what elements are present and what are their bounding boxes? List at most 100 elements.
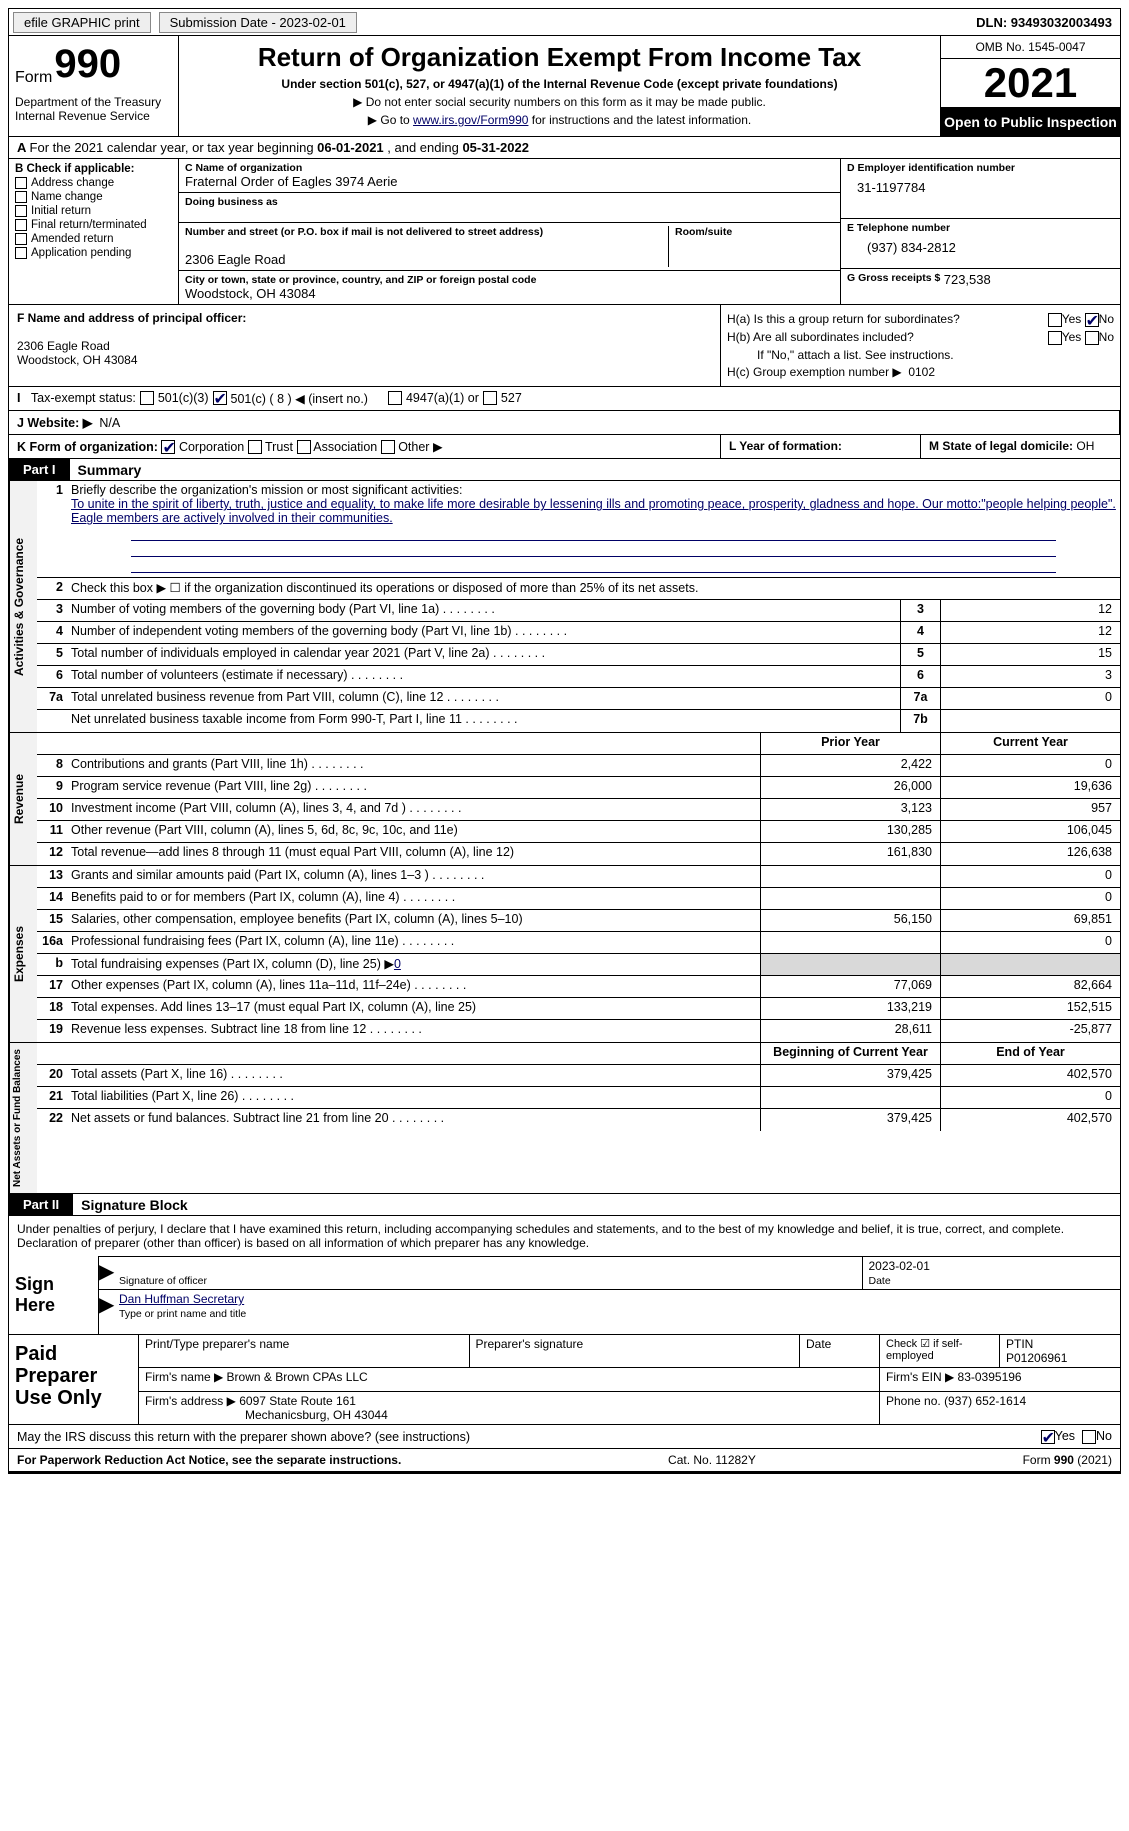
col-d: D Employer identification number 31-1197… [840,159,1120,304]
checkbox-amended[interactable]: Amended return [15,233,172,245]
form-word: Form [15,69,52,87]
col-c: C Name of organization Fraternal Order o… [179,159,840,304]
header-center: Return of Organization Exempt From Incom… [179,36,940,136]
e15c: 69,851 [940,910,1120,931]
checkbox-initial-return[interactable]: Initial return [15,205,172,217]
i-527-checkbox[interactable] [483,391,497,405]
i-501c-checkbox[interactable] [213,391,227,405]
signature-block: Under penalties of perjury, I declare th… [8,1216,1121,1335]
hb-yes-checkbox[interactable] [1048,331,1062,345]
l12: Total revenue—add lines 8 through 11 (mu… [67,843,760,865]
col-h: H(a) Is this a group return for subordin… [720,305,1120,386]
cb-label: Address change [31,177,114,189]
ha-yes-checkbox[interactable] [1048,313,1062,327]
header-right: OMB No. 1545-0047 2021 Open to Public In… [940,36,1120,136]
officer-name: Dan Huffman Secretary [119,1292,244,1306]
j-lab: J Website: ▶ [17,416,92,430]
form-title: Return of Organization Exempt From Incom… [189,42,930,73]
pdate-lab: Date [806,1337,831,1351]
col-b: B Check if applicable: Address change Na… [9,159,179,304]
v7a: 0 [940,688,1120,709]
checkbox-pending[interactable]: Application pending [15,247,172,259]
blank-line [131,527,1056,541]
k-assoc-checkbox[interactable] [297,440,311,454]
n22p: 379,425 [760,1109,940,1131]
part1-header: Part I Summary [8,459,1121,481]
v3: 12 [940,600,1120,621]
arrow-icon: ▶ [99,1257,113,1289]
bottom-q: May the IRS discuss this return with the… [8,1425,1121,1449]
checkbox-address-change[interactable]: Address change [15,177,172,189]
k-other-checkbox[interactable] [381,440,395,454]
street: 2306 Eagle Road [185,252,285,267]
k-corp-checkbox[interactable] [161,440,175,454]
k-o2: Trust [265,440,293,454]
ptin-lab: PTIN [1006,1337,1033,1351]
ha-no-checkbox[interactable] [1085,313,1099,327]
efile-button[interactable]: efile GRAPHIC print [13,12,151,33]
exp-section: Expenses 13Grants and similar amounts pa… [8,866,1121,1043]
ha-lab: H(a) Is this a group return for subordin… [727,312,960,326]
l16a: Professional fundraising fees (Part IX, … [67,932,760,953]
prep-lab: Paid Preparer Use Only [9,1335,139,1424]
phone: (937) 652-1614 [944,1394,1026,1408]
l2: Check this box ▶ ☐ if the organization d… [67,578,1120,599]
a-end: 05-31-2022 [462,140,529,155]
no-lab: No [1099,330,1114,344]
tax-year: 2021 [941,59,1120,108]
r12p: 161,830 [760,843,940,865]
h-curr: Current Year [940,733,1120,754]
r11p: 130,285 [760,821,940,842]
sig-date: 2023-02-01 [869,1259,930,1273]
city: Woodstock, OH 43084 [185,286,834,301]
n21c: 0 [940,1087,1120,1108]
l22: Net assets or fund balances. Subtract li… [67,1109,760,1131]
tel: (937) 834-2812 [847,234,1114,255]
f-addr1: 2306 Eagle Road [17,339,110,353]
l8: Contributions and grants (Part VIII, lin… [67,755,760,776]
e18c: 152,515 [940,998,1120,1019]
r8c: 0 [940,755,1120,776]
cb-label: Name change [31,191,103,203]
blank-line [131,543,1056,557]
ptin: P01206961 [1006,1351,1067,1365]
form-number: 990 [54,42,121,87]
part1-hdr: Part I [9,459,70,480]
n20p: 379,425 [760,1065,940,1086]
r9p: 26,000 [760,777,940,798]
yes-lab: Yes [1062,312,1082,326]
checkbox-name-change[interactable]: Name change [15,191,172,203]
v6: 3 [940,666,1120,687]
line-a: A For the 2021 calendar year, or tax yea… [8,137,1121,159]
l9: Program service revenue (Part VIII, line… [67,777,760,798]
l4: Number of independent voting members of … [67,622,900,643]
part2-header: Part II Signature Block [8,1194,1121,1216]
faddr-lab: Firm's address ▶ [145,1394,236,1408]
rev-section: Revenue bPrior YearCurrent Year 8Contrib… [8,733,1121,866]
checkbox-final-return[interactable]: Final return/terminated [15,219,172,231]
l19: Revenue less expenses. Subtract line 18 … [67,1020,760,1042]
sign-here: Sign Here [9,1256,99,1334]
discuss-no-checkbox[interactable] [1082,1430,1096,1444]
e19p: 28,611 [760,1020,940,1042]
no-lab: No [1099,312,1114,326]
e15p: 56,150 [760,910,940,931]
yes-lab: Yes [1062,330,1082,344]
a-mid: , and ending [384,140,463,155]
submission-button[interactable]: Submission Date - 2023-02-01 [159,12,357,33]
i-501c3-checkbox[interactable] [140,391,154,405]
discuss-yes-checkbox[interactable] [1041,1430,1055,1444]
i-o2: 501(c) ( 8 ) ◀ (insert no.) [231,391,368,406]
l3: Number of voting members of the governin… [67,600,900,621]
psig-lab: Preparer's signature [476,1337,584,1351]
k-trust-checkbox[interactable] [248,440,262,454]
dln-label: DLN: 93493032003493 [976,15,1112,30]
k-o3: Association [313,440,377,454]
b-label: B Check if applicable: [15,163,172,175]
l11: Other revenue (Part VIII, column (A), li… [67,821,760,842]
irs-link[interactable]: www.irs.gov/Form990 [413,113,528,127]
i-4947-checkbox[interactable] [388,391,402,405]
line-j: J Website: ▶ N/A [8,411,1121,435]
hb-no-checkbox[interactable] [1085,331,1099,345]
e19c: -25,877 [940,1020,1120,1042]
